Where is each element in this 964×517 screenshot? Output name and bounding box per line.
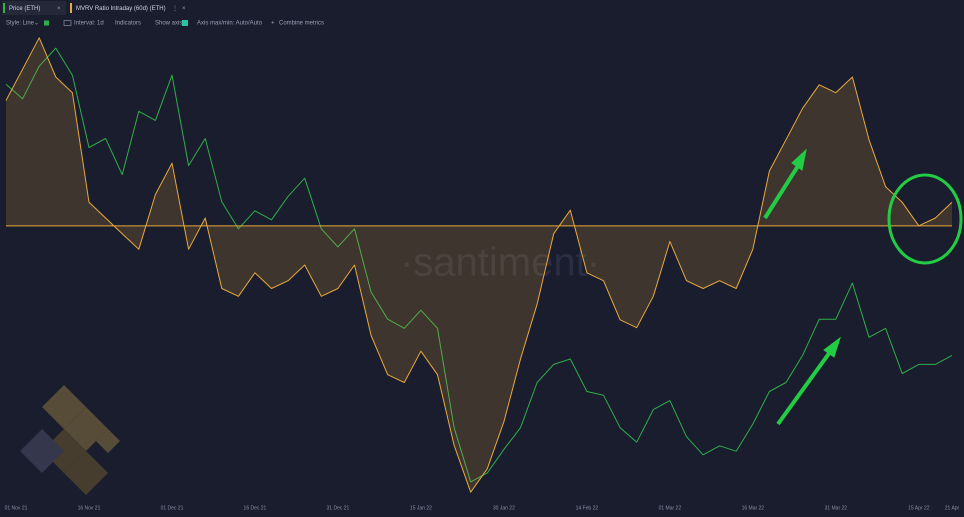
color-picker[interactable] [44, 20, 49, 26]
tab-color [70, 3, 72, 13]
x-tick-label: 30 Jan 22 [493, 505, 515, 511]
combine-button[interactable]: Combine metrics [279, 21, 324, 27]
tab-color [3, 3, 5, 13]
x-tick-label: 15 Jan 22 [410, 505, 432, 511]
x-tick-label: 01 Nov 21 [5, 505, 28, 511]
plus-icon: + [271, 21, 275, 27]
close-icon[interactable]: × [57, 6, 61, 12]
x-tick-label: 01 Mar 22 [659, 505, 682, 511]
area [6, 37, 952, 493]
x-tick-label: 14 Feb 22 [576, 505, 599, 511]
x-tick-label: 31 Mar 22 [825, 505, 848, 511]
x-tick-label: 16 Dec 21 [244, 505, 267, 511]
tab[interactable] [2, 1, 66, 15]
x-tick-label: 21 Apr [945, 505, 960, 511]
menu-icon[interactable]: ⋮ [172, 6, 178, 12]
x-tick-label: 01 Dec 21 [161, 505, 184, 511]
x-tick-label: 16 Nov 21 [78, 505, 101, 511]
x-tick-label: 16 Mar 22 [742, 505, 765, 511]
x-tick-label: 15 Apr 22 [908, 505, 930, 511]
x-tick-label: 31 Dec 21 [327, 505, 350, 511]
caret: ⌄ [34, 21, 39, 27]
annotation-arrow [763, 148, 841, 426]
style-select[interactable]: Style: Line [6, 21, 35, 27]
indicators-select[interactable]: Indicators [115, 21, 141, 27]
series-line [5, 37, 953, 493]
show-axis-checkbox[interactable] [182, 20, 188, 26]
tab-label: Price (ETH) [9, 6, 40, 12]
interval-select[interactable]: Interval: 1d [74, 21, 104, 27]
tab-label: MVRV Ratio Intraday (60d) (ETH) [76, 6, 166, 12]
calendar-icon [63, 20, 72, 26]
logo [20, 385, 120, 495]
series-line [5, 47, 953, 483]
show-axis-label: Show axis [155, 21, 182, 27]
watermark: ·santiment· [400, 241, 600, 285]
close-icon[interactable]: × [182, 6, 186, 12]
annotation-circle [887, 173, 963, 265]
axis-range-select[interactable]: Axis max/min: Auto/Auto [197, 21, 263, 27]
